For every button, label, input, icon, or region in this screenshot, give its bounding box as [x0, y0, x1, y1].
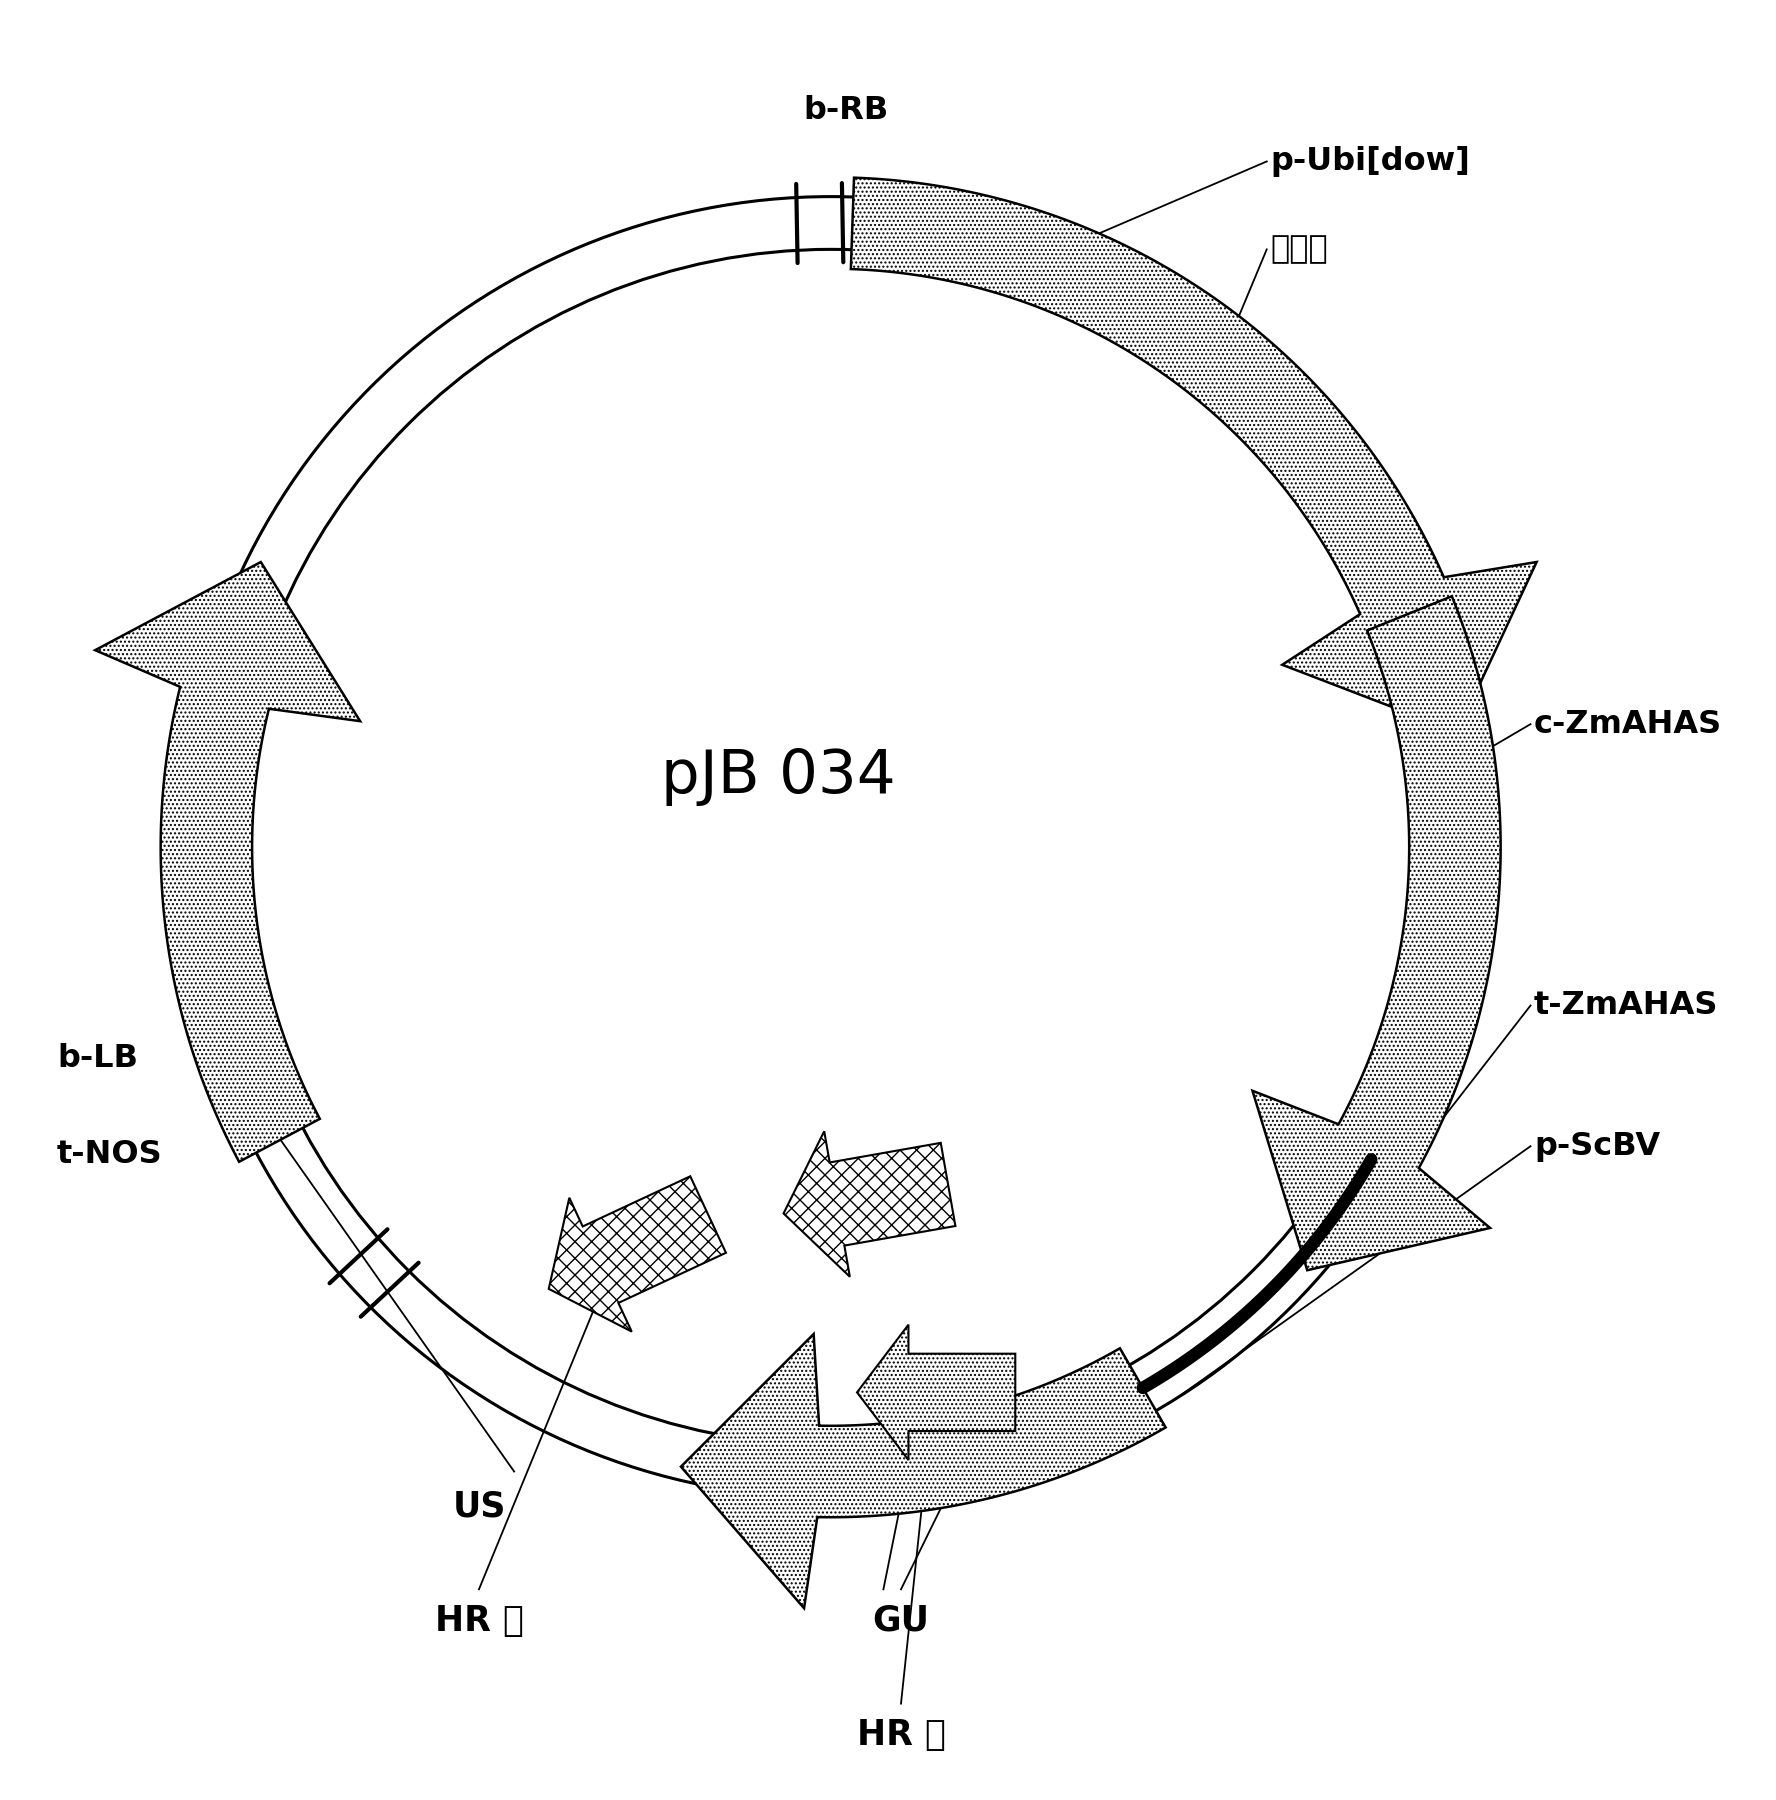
Polygon shape: [680, 1334, 1165, 1607]
Text: HR 靶: HR 靶: [856, 1719, 945, 1751]
Text: t-NOS: t-NOS: [57, 1139, 163, 1170]
Polygon shape: [858, 1325, 1016, 1460]
Polygon shape: [549, 1175, 726, 1332]
Polygon shape: [851, 178, 1536, 733]
Text: b-LB: b-LB: [57, 1042, 139, 1075]
Polygon shape: [1252, 596, 1501, 1271]
Polygon shape: [783, 1130, 955, 1276]
Text: US: US: [453, 1490, 506, 1523]
Text: c-ZmAHAS: c-ZmAHAS: [1534, 709, 1723, 740]
Text: t-ZmAHAS: t-ZmAHAS: [1534, 990, 1719, 1021]
Text: HR 靶: HR 靶: [435, 1604, 524, 1638]
Text: p-Ubi[dow]: p-Ubi[dow]: [1270, 146, 1471, 176]
Polygon shape: [96, 562, 361, 1161]
Text: b-RB: b-RB: [805, 95, 890, 126]
Text: p-ScBV: p-ScBV: [1534, 1130, 1661, 1161]
Text: GU: GU: [872, 1604, 929, 1638]
Text: 内含子: 内含子: [1270, 234, 1328, 265]
Text: pJB 034: pJB 034: [661, 747, 895, 806]
